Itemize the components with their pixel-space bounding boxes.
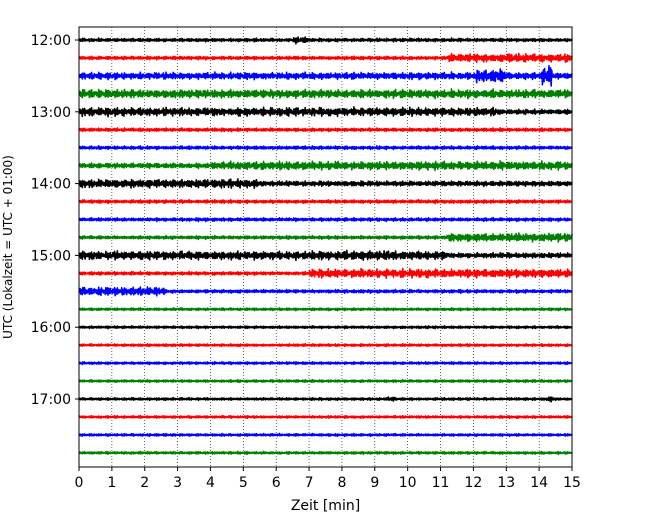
x-tick-label: 0 <box>75 475 84 491</box>
x-tick-label: 13 <box>497 475 515 491</box>
x-tick-label: 15 <box>563 475 581 491</box>
trace-line <box>78 342 573 348</box>
trace-line <box>78 267 573 280</box>
trace-line <box>78 325 573 330</box>
trace-line <box>78 64 573 87</box>
trace-line <box>78 178 573 189</box>
trace-line <box>78 145 573 151</box>
trace-line <box>78 106 573 118</box>
x-gridlines <box>111 27 540 467</box>
y-tick-label: 12:00 <box>31 33 71 49</box>
x-tick-label: 9 <box>370 475 379 491</box>
x-axis-ticks: 0 1 2 3 4 5 6 7 8 9 10 11 12 13 14 15 <box>75 467 581 491</box>
trace-line <box>78 360 573 366</box>
trace-line <box>78 198 573 205</box>
x-tick-label: 1 <box>107 475 116 491</box>
x-tick-label: 4 <box>206 475 215 491</box>
y-tick-label: 15:00 <box>31 248 71 264</box>
trace-line <box>78 286 573 297</box>
trace-line <box>78 378 573 384</box>
x-tick-label: 14 <box>530 475 548 491</box>
x-tick-label: 7 <box>305 475 314 491</box>
x-tick-label: 6 <box>272 475 281 491</box>
trace-line <box>78 450 573 456</box>
x-axis-label: Zeit [min] <box>291 498 360 514</box>
trace-line <box>78 432 573 438</box>
x-tick-label: 11 <box>432 475 450 491</box>
y-axis-ticks: 12:00 13:00 14:00 15:00 16:00 17:00 <box>31 33 79 408</box>
x-tick-label: 5 <box>239 475 248 491</box>
plot-frame <box>78 26 573 468</box>
trace-line <box>78 216 573 223</box>
trace-line <box>78 88 573 100</box>
trace-line <box>78 127 573 133</box>
trace-line <box>78 249 573 262</box>
trace-line <box>78 160 573 172</box>
x-tick-label: 10 <box>399 475 417 491</box>
trace-line <box>78 36 573 45</box>
trace-line <box>78 396 573 403</box>
y-tick-label: 17:00 <box>31 392 71 408</box>
y-tick-label: 13:00 <box>31 105 71 121</box>
seismogram-traces <box>78 36 573 456</box>
x-tick-label: 3 <box>173 475 182 491</box>
trace-line <box>78 232 573 243</box>
trace-line <box>78 414 573 420</box>
x-tick-label: 12 <box>464 475 482 491</box>
y-axis-label: UTC (Lokalzeit = UTC + 01:00) <box>1 155 15 339</box>
x-tick-label: 8 <box>337 475 346 491</box>
trace-line <box>78 52 573 64</box>
x-tick-label: 2 <box>140 475 149 491</box>
trace-line <box>78 306 573 312</box>
y-tick-label: 14:00 <box>31 177 71 193</box>
y-tick-label: 16:00 <box>31 320 71 336</box>
